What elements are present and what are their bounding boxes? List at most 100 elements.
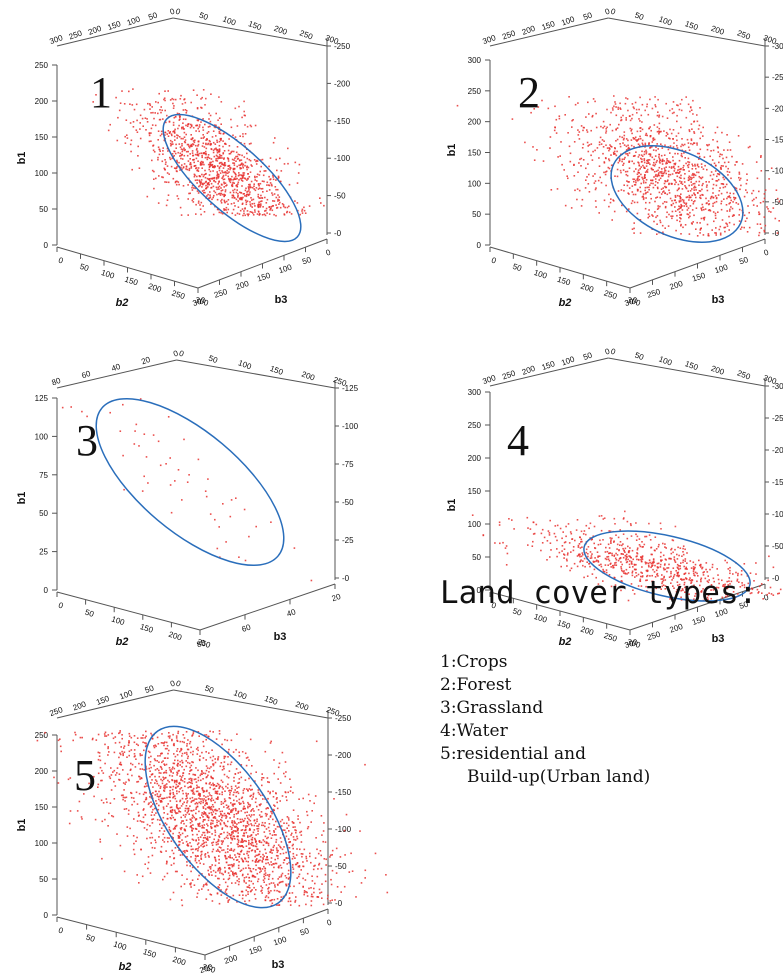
scatter-point-outlier: [648, 522, 650, 525]
scatter-point: [631, 160, 633, 163]
scatter-point: [598, 141, 601, 143]
scatter-point: [237, 196, 239, 198]
scatter-point: [180, 885, 182, 888]
scatter-point-outlier: [677, 132, 680, 135]
scatter-point: [196, 753, 199, 755]
scatter-point: [195, 144, 197, 147]
scatter-point: [658, 130, 660, 132]
scatter-point: [731, 155, 733, 158]
scatter-point: [553, 532, 556, 535]
scatter-point: [723, 198, 725, 200]
scatter-point: [725, 204, 728, 206]
scatter-point: [261, 892, 263, 894]
scatter-point: [772, 594, 775, 596]
scatter-point: [197, 866, 199, 868]
scatter-point: [688, 579, 691, 581]
scatter-point: [645, 197, 647, 199]
scatter-point: [206, 195, 208, 197]
scatter-point: [212, 799, 215, 801]
right-tick-label: -150: [772, 478, 783, 487]
scatter-point: [681, 555, 683, 557]
scatter-point-outlier: [641, 121, 643, 123]
top-back-tick-label: 150: [540, 359, 556, 372]
scatter-point: [231, 194, 234, 197]
b1-tick-label: 100: [468, 179, 482, 188]
scatter-point: [215, 135, 217, 137]
scatter-point: [218, 151, 220, 153]
scatter-point: [701, 184, 703, 187]
scatter-point: [207, 798, 210, 800]
scatter-point: [173, 819, 176, 821]
scatter-point: [142, 816, 145, 819]
scatter-point: [511, 519, 513, 521]
scatter-point: [233, 188, 236, 191]
scatter-point: [190, 848, 193, 851]
scatter-point: [214, 812, 217, 815]
scatter-point: [587, 150, 590, 153]
scatter-point: [744, 220, 747, 222]
scatter-point: [172, 124, 175, 126]
scatter-point: [162, 833, 165, 835]
scatter-point: [212, 151, 215, 154]
scatter-point-outlier: [613, 150, 616, 153]
scatter-point: [703, 218, 705, 221]
scatter-point: [247, 173, 249, 175]
scatter-point: [260, 159, 262, 161]
scatter-point: [641, 176, 643, 179]
scatter-point: [267, 790, 269, 793]
scatter-point: [687, 166, 690, 169]
scatter-point: [232, 194, 234, 197]
scatter-point-outlier: [623, 517, 625, 519]
scatter-point: [227, 203, 229, 205]
scatter-point: [238, 197, 241, 200]
scatter-point-outlier: [608, 552, 611, 554]
scatter-point: [594, 149, 596, 152]
scatter-point: [248, 535, 250, 538]
scatter-point: [702, 182, 704, 185]
scatter-point: [663, 201, 666, 203]
scatter-point: [597, 583, 600, 585]
scatter-point: [738, 581, 740, 583]
scatter-point: [239, 209, 242, 212]
scatter-point: [729, 569, 731, 572]
scatter-point: [223, 208, 225, 210]
scatter-point: [278, 890, 280, 893]
scatter-point-outlier: [620, 171, 622, 174]
scatter-point: [697, 575, 699, 577]
scatter-point: [235, 155, 237, 158]
scatter-point: [622, 164, 624, 166]
scatter-point: [661, 158, 664, 161]
scatter-point: [572, 119, 574, 121]
scatter-point: [267, 818, 270, 820]
scatter-point: [648, 186, 650, 189]
scatter-point: [249, 203, 252, 206]
scatter-point: [276, 797, 278, 799]
scatter-point: [196, 150, 199, 153]
scatter-point: [532, 521, 535, 524]
scatter-point: [683, 581, 686, 584]
scatter-point: [235, 198, 238, 201]
scatter-point: [129, 122, 132, 124]
scatter-point: [217, 126, 220, 129]
scatter-point-outlier: [659, 162, 661, 164]
scatter-point: [190, 781, 192, 784]
scatter-point: [698, 155, 701, 158]
scatter-point: [618, 157, 621, 160]
scatter-point: [677, 169, 679, 171]
scatter-point: [158, 830, 161, 832]
scatter-point: [202, 806, 205, 808]
scatter-point: [249, 211, 252, 213]
b2-tick-label: 50: [79, 262, 91, 273]
scatter-point: [181, 499, 183, 501]
top-front-tick-label: 300: [762, 33, 778, 46]
scatter-point: [301, 212, 304, 214]
scatter-point: [157, 755, 159, 757]
top-back-tick-label: 0: [169, 6, 177, 16]
top-back-edge: [489, 357, 609, 387]
scatter-point: [655, 548, 658, 550]
scatter-point: [272, 174, 274, 177]
scatter-point: [215, 159, 217, 162]
b1-tick-label: 250: [35, 61, 49, 70]
scatter-point: [207, 774, 209, 777]
scatter-point: [701, 203, 704, 206]
